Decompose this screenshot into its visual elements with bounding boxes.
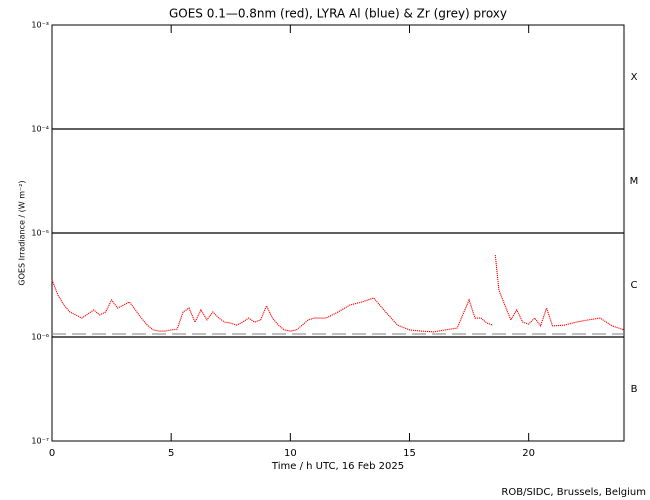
y-tick-label: 10⁻⁴ (31, 125, 49, 134)
flare-class-label: B (631, 384, 638, 395)
y-tick-label: 10⁻⁵ (31, 229, 49, 238)
x-tick-label: 15 (403, 448, 416, 459)
y-tick-label: 10⁻⁶ (31, 333, 49, 342)
flare-class-label: X (631, 72, 638, 83)
footer: ROB/SIDC, Brussels, Belgium (501, 487, 646, 498)
chart-title: GOES 0.1—0.8nm (red), LYRA Al (blue) & Z… (169, 7, 507, 21)
x-tick-label: 10 (284, 448, 297, 459)
x-tick-label: 0 (49, 448, 55, 459)
goes-line (51, 254, 625, 333)
flare-class-label: C (631, 280, 638, 291)
x-axis-label: Time / h UTC, 16 Feb 2025 (271, 461, 404, 472)
x-tick-label: 5 (168, 448, 174, 459)
y-tick-label: 10⁻³ (31, 21, 49, 30)
flare-class-label: M (630, 176, 639, 187)
x-tick-label: 20 (522, 448, 535, 459)
y-axis-label: GOES Irradiance / (W m⁻²) (18, 180, 27, 285)
y-tick-label: 10⁻⁷ (31, 437, 49, 446)
